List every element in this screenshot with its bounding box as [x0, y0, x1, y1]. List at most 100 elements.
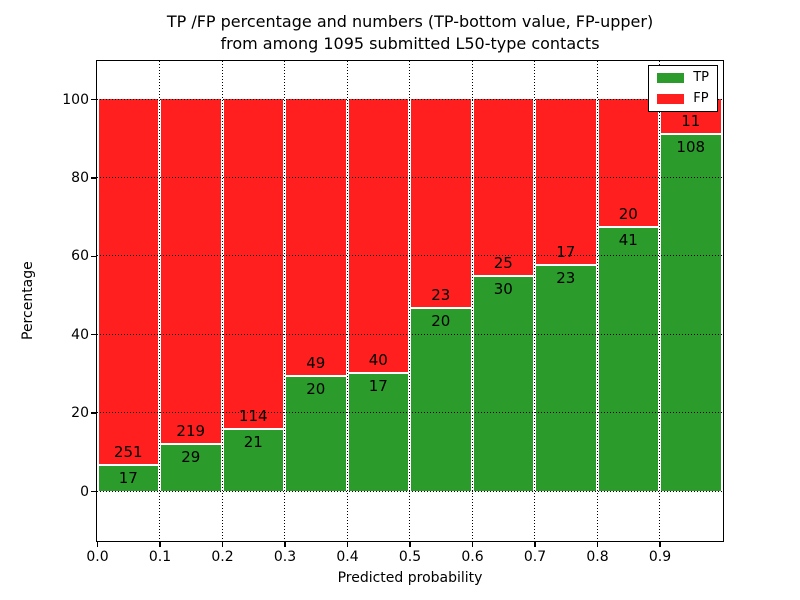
- x-tick: [221, 542, 224, 547]
- fp-segment: [161, 99, 221, 446]
- bar-group: 17 23: [535, 99, 598, 491]
- v-gridline: [409, 61, 410, 540]
- bar-group: 25 30: [472, 99, 535, 491]
- tp-segment: [661, 135, 721, 491]
- tp-count-label: 17: [118, 469, 138, 488]
- x-tick-label: 0.1: [148, 549, 172, 565]
- bar-group: 40 17: [347, 99, 410, 491]
- y-tick: [91, 490, 96, 493]
- legend-swatch-fp: [657, 94, 685, 104]
- y-tick-label: 20: [71, 405, 89, 422]
- bar-group: 23 20: [410, 99, 473, 491]
- fp-segment: [348, 99, 408, 375]
- x-tick-label: 0.3: [273, 549, 297, 565]
- tp-segment: [536, 265, 596, 491]
- fp-count-label: 40: [368, 351, 388, 370]
- fp-count-label: 11: [681, 112, 701, 131]
- fp-segment: [411, 99, 471, 309]
- x-tick-label: 0.6: [461, 549, 484, 565]
- x-axis-label: Predicted probability: [96, 570, 724, 586]
- fp-count-label: 23: [431, 285, 451, 304]
- x-tick-label: 0.2: [211, 549, 234, 565]
- fp-count-label: 219: [176, 422, 206, 441]
- tp-segment: [411, 308, 471, 491]
- legend-entry-tp: TP: [657, 71, 709, 84]
- fp-count-label: 20: [618, 204, 638, 223]
- fp-segment: [98, 99, 158, 467]
- tp-count-label: 41: [618, 230, 638, 249]
- y-tick-label: 60: [71, 248, 89, 265]
- tp-count-label: 23: [556, 268, 576, 287]
- y-tick: [91, 412, 96, 414]
- y-tick: [91, 333, 96, 336]
- v-gridline: [471, 61, 473, 540]
- x-tick: [596, 542, 599, 547]
- fp-count-label: 25: [493, 254, 513, 273]
- x-tick: [534, 542, 536, 547]
- y-tick-label: 80: [71, 169, 89, 186]
- fp-count-label: 251: [113, 443, 143, 462]
- y-tick: [91, 255, 96, 258]
- bar-group: 49 20: [285, 99, 348, 491]
- x-tick-label: 0.9: [648, 549, 672, 565]
- v-gridline: [159, 61, 160, 540]
- fp-segment: [598, 99, 658, 228]
- x-tick-label: 0.4: [336, 549, 359, 565]
- fp-segment: [473, 99, 533, 278]
- y-tick: [91, 98, 96, 101]
- bar-group: 11 108: [660, 99, 723, 491]
- y-axis-label-text: Percentage: [20, 261, 36, 340]
- chart-title-line1: TP /FP percentage and numbers (TP-bottom…: [166, 12, 654, 31]
- v-gridline: [346, 61, 348, 540]
- y-tick: [91, 177, 96, 179]
- v-gridline: [284, 61, 285, 540]
- x-tick-label: 0.0: [86, 549, 109, 565]
- x-axis-label-text: Predicted probability: [337, 570, 483, 586]
- y-tick-label: 40: [71, 326, 89, 343]
- x-tick: [159, 542, 161, 547]
- x-tick: [96, 542, 99, 547]
- v-gridline: [534, 61, 535, 540]
- tp-segment: [348, 374, 408, 491]
- tp-count-label: 17: [368, 377, 388, 396]
- fp-segment: [223, 99, 283, 431]
- v-gridline: [596, 61, 598, 540]
- bar-group: 219 29: [160, 99, 223, 491]
- tp-count-label: 21: [243, 433, 263, 452]
- fp-segment: [536, 99, 596, 266]
- tp-count-label: 20: [306, 380, 326, 399]
- fp-count-label: 49: [306, 354, 326, 373]
- x-tick-label: 0.7: [523, 549, 547, 565]
- bars-layer: 251 17 219 29 114 21 49 20 40 17 23 20 25 30 17 23 20 41 1…: [97, 99, 722, 491]
- legend: TP FP: [648, 65, 718, 112]
- y-tick-label: 0: [80, 483, 89, 500]
- fp-count-label: 114: [238, 407, 268, 426]
- legend-label-fp: FP: [693, 91, 709, 106]
- tp-segment: [286, 377, 346, 491]
- tp-count-label: 20: [431, 311, 451, 330]
- bar-group: 20 41: [597, 99, 660, 491]
- tp-segment: [598, 227, 658, 491]
- tp-segment: [98, 466, 158, 491]
- plot-area: 251 17 219 29 114 21 49 20 40 17 23 20 25 30 17 23 20 41 1…: [96, 60, 724, 542]
- tp-segment: [161, 445, 221, 491]
- legend-swatch-tp: [657, 73, 685, 83]
- x-tick-label: 0.5: [398, 549, 422, 565]
- x-tick: [284, 542, 286, 547]
- bar-group: 114 21: [222, 99, 285, 491]
- fp-segment: [286, 99, 346, 378]
- y-tick-label: 100: [62, 91, 89, 108]
- x-tick: [409, 542, 411, 547]
- tp-count-label: 30: [493, 280, 513, 299]
- x-tick: [471, 542, 474, 547]
- tp-count-label: 29: [181, 448, 201, 467]
- legend-entry-fp: FP: [657, 91, 709, 106]
- x-tick: [346, 542, 349, 547]
- tp-count-label: 108: [676, 138, 706, 157]
- bar-group: 251 17: [97, 99, 160, 491]
- tp-segment: [473, 277, 533, 491]
- v-gridline: [659, 61, 660, 540]
- v-gridline: [221, 61, 223, 540]
- x-tick: [659, 542, 661, 547]
- chart-title-line2: from among 1095 submitted L50-type conta…: [220, 34, 600, 53]
